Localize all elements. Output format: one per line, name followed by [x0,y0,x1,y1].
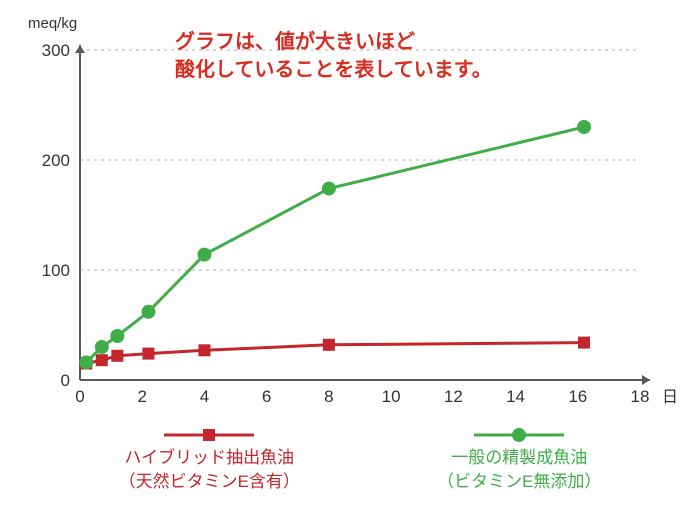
legend-marker-general [474,426,564,444]
chart-legend: ハイブリッド抽出魚油 （天然ビタミンE含有） 一般の精製成魚油 （ビタミンE無添… [50,422,670,493]
svg-text:0: 0 [61,371,70,390]
legend-label-general-2: （ビタミンE無添加） [437,472,601,491]
svg-text:6: 6 [262,387,271,406]
svg-text:18: 18 [631,387,650,406]
svg-text:10: 10 [382,387,401,406]
svg-text:8: 8 [324,387,333,406]
svg-text:200: 200 [42,151,70,170]
svg-text:4: 4 [200,387,209,406]
svg-text:16: 16 [568,387,587,406]
svg-text:14: 14 [506,387,525,406]
svg-text:2: 2 [137,387,146,406]
svg-text:100: 100 [42,261,70,280]
annotation-line1: グラフは、値が大きいほど [175,31,415,53]
legend-label-hybrid-1: ハイブリッド抽出魚油 [124,448,294,467]
svg-text:12: 12 [444,387,463,406]
legend-item-general: 一般の精製成魚油 （ビタミンE無添加） [437,422,601,493]
legend-label-general-1: 一般の精製成魚油 [451,448,587,467]
svg-text:meq/kg: meq/kg [28,15,77,32]
legend-label-hybrid-2: （天然ビタミンE含有） [119,472,300,491]
legend-marker-hybrid [164,426,254,444]
annotation-line2: 酸化していることを表しています。 [175,59,492,81]
chart-annotation: グラフは、値が大きいほど 酸化していることを表しています。 [175,28,492,84]
svg-text:300: 300 [42,41,70,60]
svg-text:日: 日 [662,389,678,406]
oxidation-chart: 0 100 200 300 meq/kg 0 2 4 6 8 10 12 14 16 18 日 グラフは、値が… [10,10,683,499]
svg-text:0: 0 [75,387,84,406]
legend-item-hybrid: ハイブリッド抽出魚油 （天然ビタミンE含有） [119,422,300,493]
